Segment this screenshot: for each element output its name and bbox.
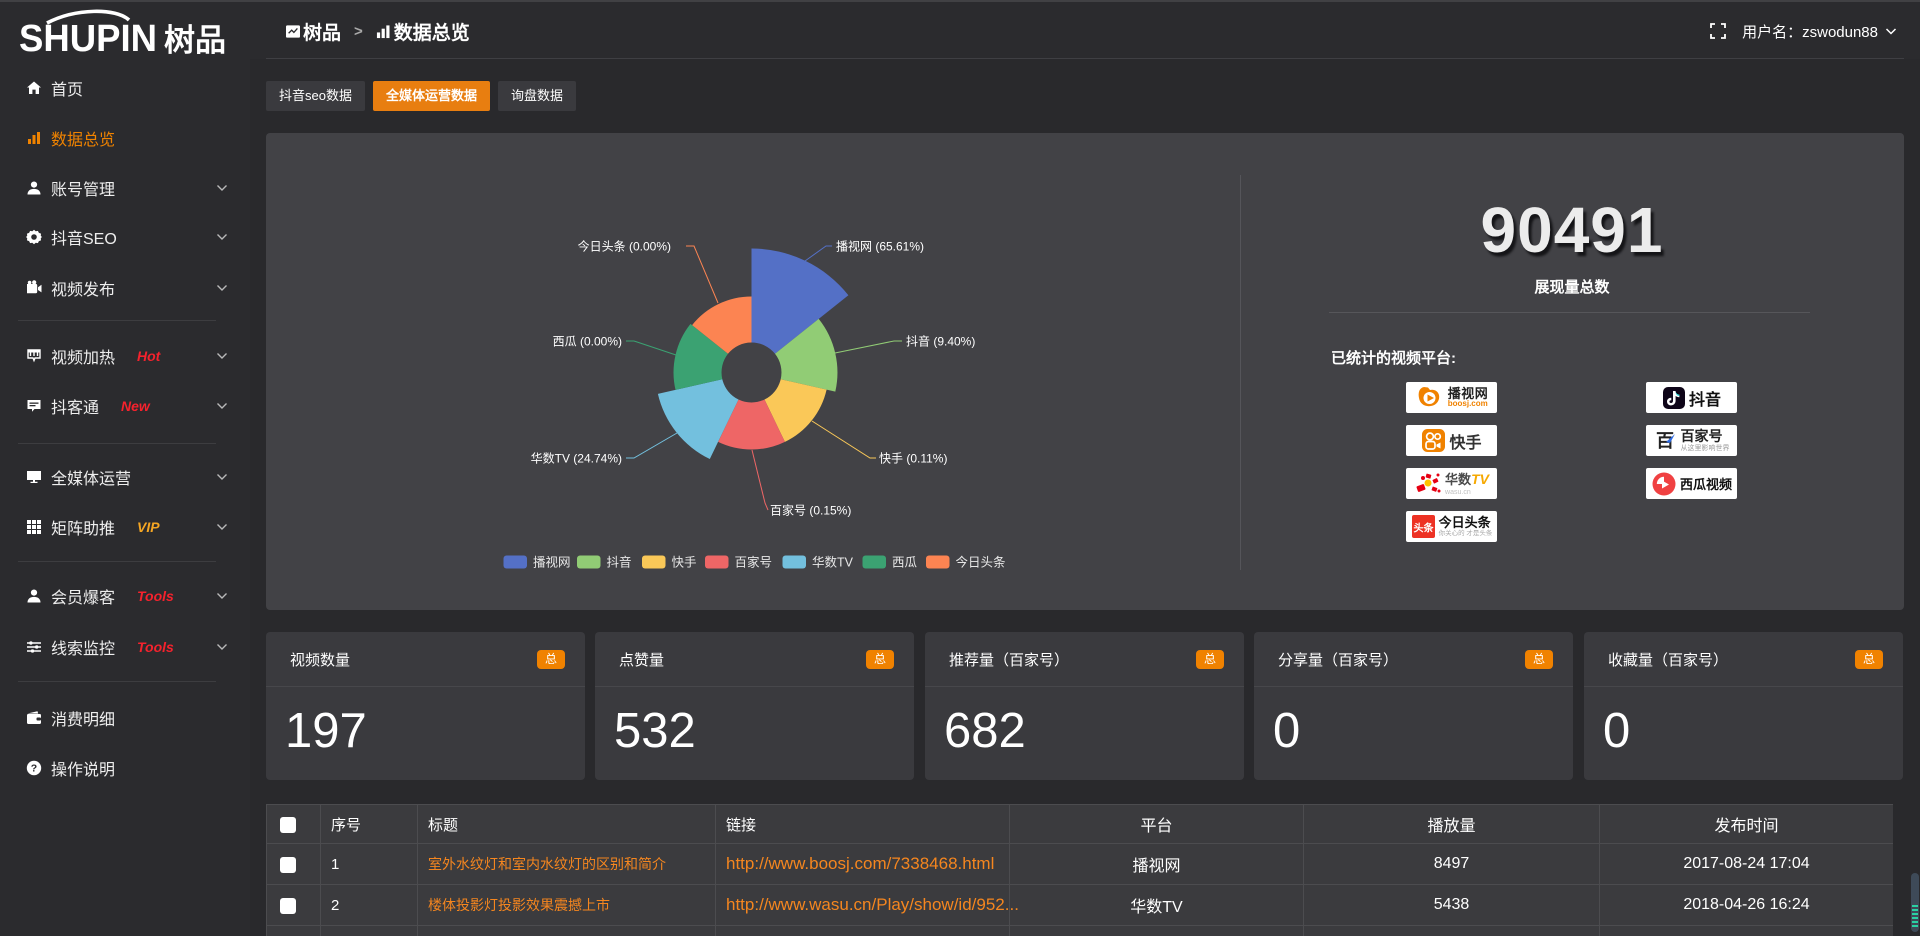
svg-text:今日头条 (0.00%): 今日头条 (0.00%)	[578, 239, 671, 254]
svg-text:快手 (0.11%): 快手 (0.11%)	[879, 452, 947, 466]
svg-text:西瓜: 西瓜	[892, 556, 918, 570]
svg-text:百家号 (0.15%): 百家号 (0.15%)	[770, 503, 851, 518]
svg-text:抖音: 抖音	[607, 555, 632, 570]
svg-text:百家号: 百家号	[735, 555, 773, 570]
svg-text:今日头条: 今日头条	[956, 555, 1007, 570]
svg-text:西瓜 (0.00%): 西瓜 (0.00%)	[553, 335, 622, 349]
svg-text:头条: 头条	[1413, 522, 1434, 535]
svg-text:播视网: 播视网	[533, 555, 571, 570]
svg-text:华数TV (24.74%): 华数TV (24.74%)	[531, 451, 622, 466]
svg-text:华数TV: 华数TV	[812, 555, 854, 570]
svg-text:SHUPIN: SHUPIN	[19, 18, 157, 57]
svg-text:抖音 (9.40%): 抖音 (9.40%)	[906, 334, 975, 349]
svg-text:播视网 (65.61%): 播视网 (65.61%)	[836, 239, 924, 254]
svg-text:树品: 树品	[164, 23, 226, 57]
svg-text:快手: 快手	[672, 556, 697, 570]
svg-text:百: 百	[1656, 431, 1674, 451]
svg-text:?: ?	[31, 763, 37, 775]
